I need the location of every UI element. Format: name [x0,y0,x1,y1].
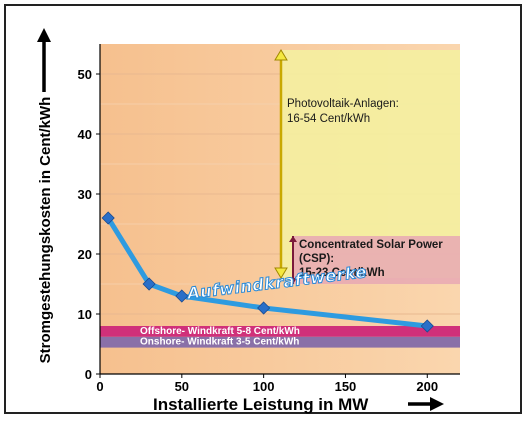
pv-arrowhead-bottom [274,267,288,279]
x-axis-arrowhead [430,397,444,411]
wind-bands: Offshore- Windkraft 5-8 Cent/kWhOnshore-… [100,326,460,348]
y-axis-label: Stromgestehungskosten in Cent/kWh [37,97,54,364]
x-tick-label: 0 [96,379,103,394]
csp-range-label: (CSP): [299,253,334,265]
offshore-wind-label: Offshore- Windkraft 5-8 Cent/kWh [140,326,300,337]
axis-labels: Stromgestehungskosten in Cent/kWh Install… [37,28,444,414]
y-tick-label: 50 [78,67,92,82]
onshore-wind-band [100,336,460,348]
cost-ranges: Photovoltaik-Anlagen: 16-54 Cent/kWh Conce… [274,49,460,284]
y-axis-arrowhead [37,28,51,42]
y-tick-label: 40 [78,127,92,142]
pv-range-label: 16-54 Cent/kWh [287,113,370,125]
data-point [257,301,271,315]
y-tick-label: 10 [78,307,92,322]
y-tick-label: 30 [78,187,92,202]
offshore-wind-band [100,326,460,337]
csp-range-label: Concentrated Solar Power [299,239,443,251]
csp-arrowhead-top [289,236,297,242]
pv-range-label: Photovoltaik-Anlagen: [287,98,399,110]
x-tick-label: 200 [416,379,438,394]
axes: 0 10 20 30 40 50 0 50 100 150 200 [78,44,460,394]
pv-arrowhead-top [274,49,288,61]
data-point [175,289,189,303]
x-tick-label: 150 [335,379,357,394]
csp-arrowhead-bottom [289,278,297,284]
csp-range-label: 15-23 Cent/kWh [299,267,385,279]
data-point [420,319,434,333]
y-tick-label: 0 [85,367,92,382]
csp-range-area [292,236,460,284]
x-tick-label: 100 [253,379,275,394]
data-point [142,277,156,291]
y-tick-label: 20 [78,247,92,262]
x-axis-label: Installierte Leistung in MW [153,395,369,414]
x-tick-label: 50 [175,379,189,394]
data-point [101,211,115,225]
onshore-wind-label: Onshore- Windkraft 3-5 Cent/kWh [140,337,299,348]
